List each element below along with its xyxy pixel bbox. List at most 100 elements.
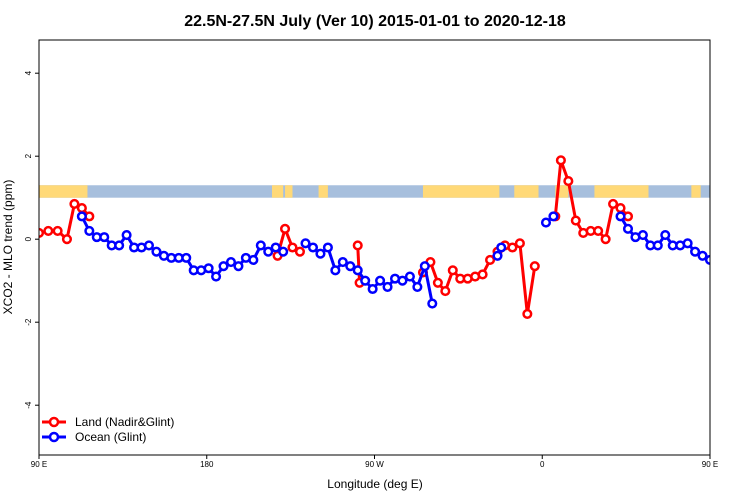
- surface-band: [39, 185, 710, 198]
- legend-swatch-land-marker: [48, 416, 60, 428]
- point-ocean-0-9: [143, 240, 155, 251]
- point-ocean-1-8: [360, 275, 371, 286]
- point-ocean-0-6: [121, 230, 132, 241]
- point-ocean-4-12: [704, 254, 710, 265]
- point-ocean-1-4: [330, 265, 341, 276]
- point-ocean-0-17: [203, 263, 214, 274]
- point-ocean-0-27: [278, 246, 289, 257]
- point-land-0-1: [43, 225, 54, 236]
- point-land-0-4: [69, 198, 80, 209]
- point-ocean-1-17: [427, 298, 438, 309]
- point-ocean-4-3: [637, 230, 648, 241]
- point-ocean-1-0: [300, 238, 311, 249]
- point-ocean-1-7: [352, 265, 363, 276]
- band-land-5: [514, 185, 539, 198]
- point-ocean-0-20: [225, 256, 237, 268]
- y-tick-label-2: 0: [24, 236, 33, 241]
- point-ocean-1-9: [367, 283, 378, 295]
- band-land-1: [271, 185, 284, 198]
- point-ocean-3-0: [540, 217, 552, 228]
- x-axis-label: Longitude (deg E): [327, 477, 422, 491]
- chart-title: 22.5N-27.5N July (Ver 10) 2015-01-01 to …: [184, 13, 566, 30]
- point-land-3-12: [507, 242, 518, 253]
- point-land-3-13: [514, 238, 525, 249]
- point-ocean-0-0: [76, 211, 87, 222]
- legend-entry-land: Land (Nadir&Glint): [42, 415, 174, 429]
- y-axis-label: XCO2 - MLO trend (ppm): [1, 180, 15, 315]
- point-ocean-0-18: [211, 271, 222, 282]
- point-land-3-14: [522, 308, 533, 319]
- point-ocean-2-1: [496, 242, 507, 253]
- point-land-3-15: [529, 261, 540, 272]
- series-land-line-2: [356, 245, 362, 283]
- x-axis: 90 E 180 90 W 0 90 E: [31, 455, 718, 469]
- band-ocean: [39, 185, 710, 198]
- point-land-4-7: [600, 234, 611, 245]
- point-ocean-0-24: [255, 240, 266, 251]
- y-axis: -4 -2 0 2 4: [24, 70, 39, 409]
- point-ocean-0-3: [99, 232, 110, 243]
- point-land-4-2: [563, 176, 574, 187]
- point-ocean-0-21: [233, 261, 244, 272]
- point-land-3-8: [477, 269, 488, 280]
- point-ocean-1-5: [337, 256, 348, 268]
- point-land-4-6: [593, 225, 604, 236]
- point-land-4-3: [570, 215, 581, 226]
- point-land-3-2: [432, 277, 443, 288]
- x-tick-label-1: 180: [200, 460, 214, 469]
- point-ocean-0-23: [248, 254, 259, 266]
- point-ocean-0-5: [114, 240, 125, 251]
- point-ocean-1-2: [315, 248, 326, 259]
- band-land-2: [285, 185, 293, 198]
- legend-entry-ocean: Ocean (Glint): [42, 430, 146, 444]
- point-ocean-4-6: [660, 230, 671, 241]
- point-land-3-4: [447, 265, 458, 276]
- band-land-8: [691, 185, 701, 198]
- legend-swatch-ocean-marker: [48, 431, 60, 443]
- band-land-4: [422, 185, 500, 198]
- point-ocean-4-10: [690, 246, 701, 257]
- point-land-0-2: [52, 225, 63, 236]
- x-tick-label-2: 90 W: [365, 460, 384, 469]
- point-land-2-0: [352, 240, 363, 251]
- y-tick-label-3: 2: [24, 153, 33, 158]
- point-land-1-2: [287, 242, 298, 253]
- y-tick-label-4: 4: [24, 70, 33, 75]
- y-tick-label-1: -2: [24, 318, 33, 326]
- point-land-4-9: [615, 203, 626, 214]
- point-land-0-5: [76, 203, 87, 214]
- point-ocean-4-5: [652, 240, 663, 251]
- x-tick-label-3: 0: [540, 460, 545, 469]
- point-ocean-4-9: [682, 238, 693, 249]
- point-land-0-3: [61, 234, 73, 245]
- point-ocean-0-10: [151, 246, 162, 257]
- point-land-1-3: [294, 246, 305, 257]
- point-ocean-2-0: [492, 250, 503, 261]
- point-ocean-1-3: [322, 242, 333, 253]
- point-land-4-8: [608, 198, 619, 209]
- y-tick-label-0: -4: [24, 401, 33, 409]
- point-ocean-0-14: [181, 252, 192, 263]
- point-ocean-1-11: [382, 281, 393, 292]
- point-ocean-1-6: [345, 261, 356, 272]
- point-ocean-4-0: [615, 211, 626, 222]
- point-ocean-1-15: [412, 281, 423, 292]
- point-land-4-1: [555, 155, 566, 166]
- legend-label-ocean: Ocean (Glint): [75, 430, 146, 444]
- point-ocean-0-26: [270, 242, 281, 253]
- band-land-3: [318, 185, 328, 198]
- point-ocean-4-11: [697, 250, 708, 261]
- point-ocean-1-10: [375, 275, 386, 286]
- point-ocean-0-1: [84, 225, 95, 236]
- point-ocean-1-16: [419, 261, 430, 272]
- band-land-0: [39, 185, 88, 198]
- point-ocean-1-13: [397, 275, 408, 286]
- point-land-1-1: [279, 223, 291, 234]
- point-ocean-0-25: [263, 246, 274, 257]
- point-ocean-4-1: [622, 223, 634, 234]
- point-land-3-3: [440, 286, 451, 297]
- x-tick-label-4: 90 E: [702, 460, 718, 469]
- plot-area: [38, 39, 711, 456]
- point-ocean-1-14: [404, 271, 415, 282]
